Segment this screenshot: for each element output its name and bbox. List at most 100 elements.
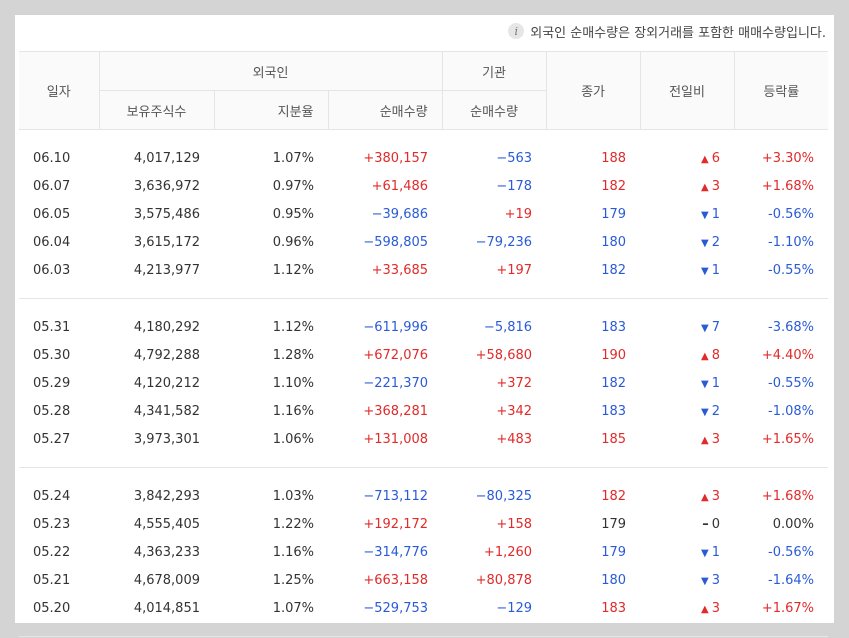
change-value: 6 — [711, 150, 721, 166]
close-cell: 180 — [546, 566, 640, 594]
foreign-net-cell: +368,281 — [328, 397, 442, 425]
down-triangle-icon: ▼ — [701, 378, 709, 390]
date-cell-value: 06.10 — [33, 150, 71, 166]
close-cell: 183 — [546, 313, 640, 341]
table-row: 05.22 4,363,233 1.16% −314,776 +1,260 179 ▼ 1 -0… — [19, 538, 828, 566]
table-row: 05.27 3,973,301 1.06% +131,008 +483 185 ▲ 3 +1.6… — [19, 425, 828, 453]
rate-cell-value: -0.56% — [768, 206, 815, 222]
down-triangle-icon: ▼ — [701, 322, 709, 334]
rate-cell: -3.68% — [734, 313, 828, 341]
foreign-net-cell-value: +61,486 — [371, 178, 429, 194]
inst-net-cell: +80,878 — [442, 566, 546, 594]
close-cell: 182 — [546, 482, 640, 510]
inst-net-cell: −563 — [442, 144, 546, 172]
change-cell: ▲ 6 — [640, 144, 734, 172]
foreign-net-cell: +61,486 — [328, 172, 442, 200]
rate-cell-value: -1.10% — [768, 234, 815, 250]
inst-net-cell-value: −178 — [496, 178, 533, 194]
inst-net-cell: −129 — [442, 594, 546, 622]
rate-cell: +1.65% — [734, 425, 828, 453]
close-cell: 190 — [546, 341, 640, 369]
header-rate: 등락률 — [733, 51, 829, 130]
header-holding-ratio: 지분율 — [213, 90, 328, 130]
header-inst-net: 순매수량 — [441, 90, 547, 130]
held-shares-cell-value: 4,213,977 — [133, 262, 200, 278]
foreign-net-cell-value: +368,281 — [363, 403, 429, 419]
inst-net-cell: −80,325 — [442, 482, 546, 510]
up-triangle-icon: ▲ — [701, 603, 709, 615]
change-cell: ▲ 3 — [640, 482, 734, 510]
foreign-net-cell: +33,685 — [328, 256, 442, 284]
change-value: 7 — [711, 319, 721, 335]
rate-cell: -1.10% — [734, 228, 828, 256]
holding-ratio-cell-value: 1.10% — [272, 375, 314, 391]
rate-cell: -0.56% — [734, 200, 828, 228]
rate-cell-value: +1.65% — [761, 431, 815, 447]
change-cell: ▼ 1 — [640, 369, 734, 397]
rate-cell: -1.64% — [734, 566, 828, 594]
rate-cell-value: +1.67% — [761, 600, 815, 616]
foreign-net-cell: +192,172 — [328, 510, 442, 538]
date-cell: 06.07 — [19, 172, 99, 200]
date-cell: 05.30 — [19, 341, 99, 369]
rate-cell-value: -1.64% — [768, 572, 815, 588]
change-value: 1 — [711, 206, 721, 222]
inst-net-cell-value: +372 — [496, 375, 533, 391]
change-cell: ▼ 2 — [640, 228, 734, 256]
up-triangle-icon: ▲ — [701, 153, 709, 165]
inst-net-cell-value: +342 — [496, 403, 533, 419]
date-cell: 06.03 — [19, 256, 99, 284]
holding-ratio-cell: 0.95% — [214, 200, 328, 228]
close-cell-value: 182 — [601, 262, 627, 278]
table-row: 06.03 4,213,977 1.12% +33,685 +197 182 ▼ 1 -0.55… — [19, 256, 828, 284]
date-cell-value: 06.04 — [33, 234, 71, 250]
held-shares-cell-value: 4,017,129 — [133, 150, 200, 166]
holding-ratio-cell: 1.16% — [214, 538, 328, 566]
held-shares-cell: 4,213,977 — [99, 256, 214, 284]
foreign-net-cell: +663,158 — [328, 566, 442, 594]
change-value: 2 — [711, 234, 721, 250]
foreign-net-cell-value: −611,996 — [363, 319, 429, 335]
holding-ratio-cell: 1.10% — [214, 369, 328, 397]
inst-net-cell-value: −129 — [496, 600, 533, 616]
held-shares-cell: 4,363,233 — [99, 538, 214, 566]
foreign-net-cell-value: −529,753 — [363, 600, 429, 616]
up-triangle-icon: ▲ — [701, 181, 709, 193]
table-row: 06.07 3,636,972 0.97% +61,486 −178 182 ▲ 3 +1.68… — [19, 172, 828, 200]
held-shares-cell: 4,555,405 — [99, 510, 214, 538]
up-triangle-icon: ▲ — [701, 434, 709, 446]
close-cell: 183 — [546, 397, 640, 425]
holding-ratio-cell: 0.97% — [214, 172, 328, 200]
held-shares-cell-value: 4,792,288 — [133, 347, 200, 363]
inst-net-cell: −79,236 — [442, 228, 546, 256]
close-cell-value: 179 — [601, 544, 627, 560]
foreign-net-cell: −314,776 — [328, 538, 442, 566]
change-value: 2 — [711, 403, 721, 419]
foreign-net-cell-value: −713,112 — [363, 488, 429, 504]
notice-text: 외국인 순매수량은 장외거래를 포함한 매매수량입니다. — [530, 25, 826, 41]
investor-trading-panel: i 외국인 순매수량은 장외거래를 포함한 매매수량입니다. 일자 외국인 기관… — [15, 15, 834, 637]
date-cell: 05.24 — [19, 482, 99, 510]
holding-ratio-cell: 1.07% — [214, 594, 328, 622]
rate-cell: +1.68% — [734, 482, 828, 510]
rate-cell: +1.67% — [734, 594, 828, 622]
close-cell: 182 — [546, 172, 640, 200]
close-cell-value: 180 — [601, 572, 627, 588]
change-value: 3 — [711, 600, 721, 616]
change-value: 3 — [711, 178, 721, 194]
foreign-net-cell-value: +672,076 — [363, 347, 429, 363]
foreign-net-cell: +131,008 — [328, 425, 442, 453]
inst-net-cell-value: +1,260 — [483, 544, 533, 560]
foreign-net-cell-value: +33,685 — [371, 262, 429, 278]
foreign-net-cell: −598,805 — [328, 228, 442, 256]
change-cell: ▲ 3 — [640, 594, 734, 622]
rate-cell: -1.08% — [734, 397, 828, 425]
flat-dash-icon: – — [702, 516, 709, 532]
held-shares-cell: 4,341,582 — [99, 397, 214, 425]
inst-net-cell-value: −563 — [496, 150, 533, 166]
close-cell: 182 — [546, 369, 640, 397]
held-shares-cell: 4,017,129 — [99, 144, 214, 172]
rate-cell: 0.00% — [734, 510, 828, 538]
inst-net-cell-value: +197 — [496, 262, 533, 278]
close-cell: 185 — [546, 425, 640, 453]
